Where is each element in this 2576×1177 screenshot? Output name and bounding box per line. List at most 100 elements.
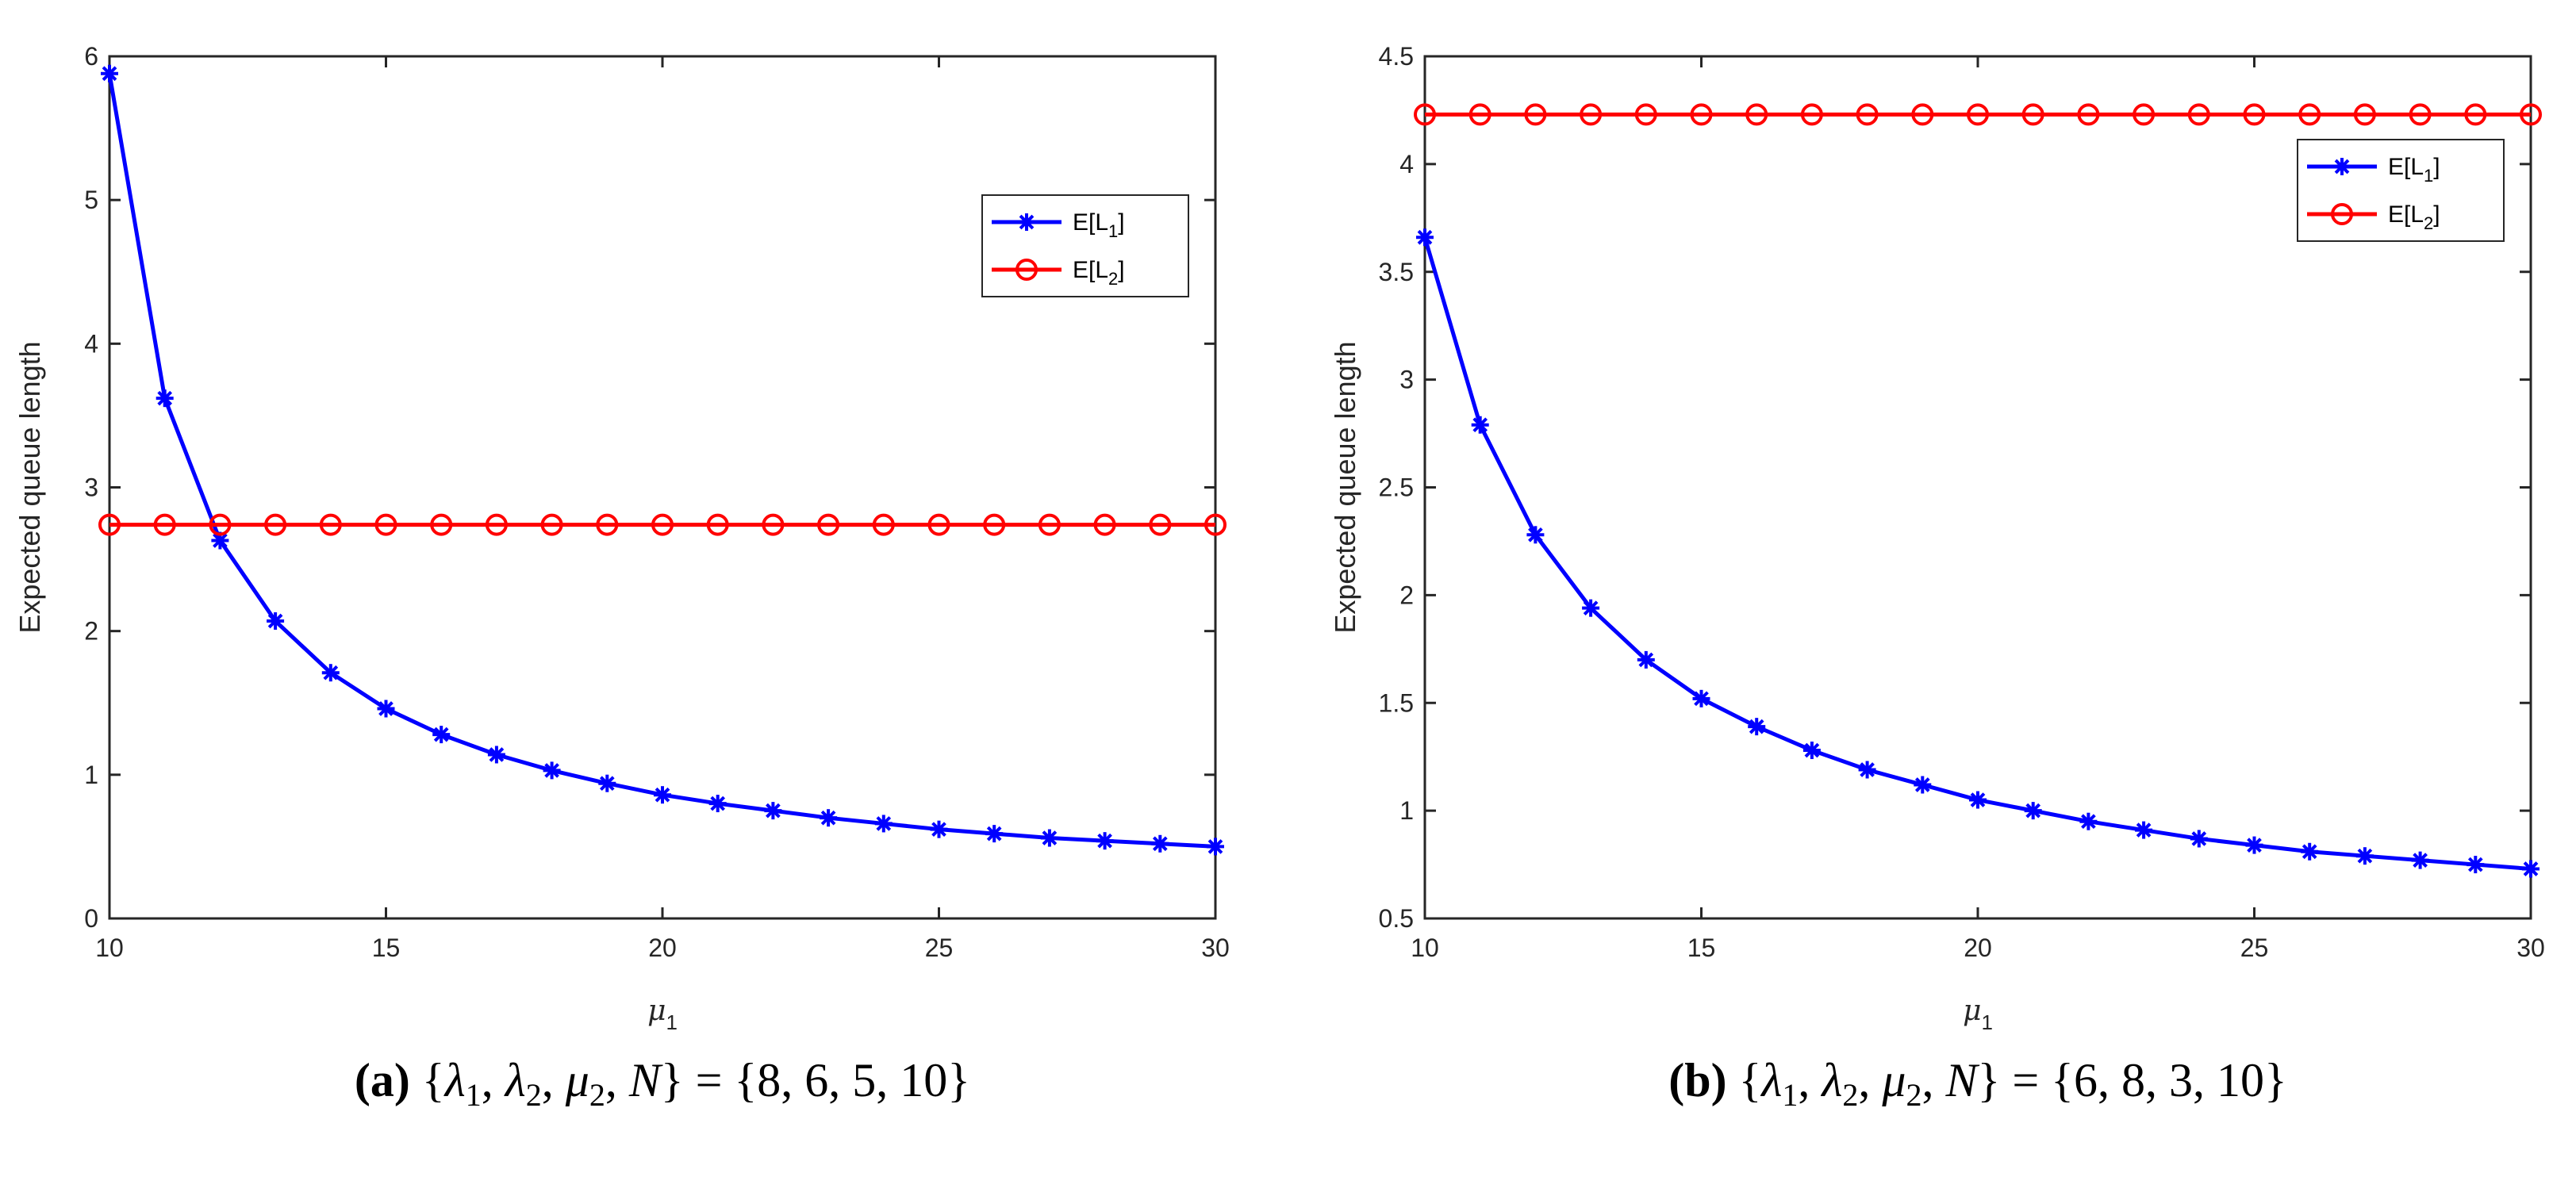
x-tick-label: 25	[2240, 934, 2269, 962]
x-tick-label: 15	[1687, 934, 1716, 962]
data-point	[1969, 791, 1987, 809]
y-tick-label: 1	[84, 761, 98, 789]
x-tick-label: 15	[372, 934, 401, 962]
x-tick-label: 30	[2516, 934, 2545, 962]
y-tick-label: 4.5	[1379, 42, 1414, 71]
data-point	[1690, 103, 1713, 126]
data-point	[651, 513, 674, 536]
data-point	[930, 820, 948, 838]
data-point	[654, 786, 671, 804]
y-tick-label: 2	[1399, 581, 1414, 609]
x-axis-label: μ1	[647, 995, 678, 1034]
y-tick-label: 3	[84, 473, 98, 502]
data-point	[267, 612, 285, 630]
data-point	[762, 513, 785, 536]
data-point	[1471, 416, 1489, 434]
x-axis-label: μ1	[1963, 995, 1993, 1034]
data-point	[485, 513, 508, 536]
x-tick-label: 20	[648, 934, 677, 962]
data-point	[1524, 103, 1547, 126]
y-tick-label: 4	[1399, 150, 1414, 178]
legend-label: E[L2]	[2388, 201, 2440, 233]
y-tick-label: 2	[84, 617, 98, 646]
legend: E[L1] E[L2]	[2297, 139, 2505, 242]
data-point	[211, 531, 229, 550]
series-E[L1]	[101, 64, 1224, 856]
data-point	[983, 513, 1006, 536]
data-point	[2135, 821, 2153, 839]
data-point	[2133, 103, 2156, 126]
data-point	[2245, 836, 2263, 854]
data-point	[543, 761, 561, 780]
data-point	[1468, 103, 1491, 126]
data-point	[2464, 103, 2487, 126]
data-point	[319, 513, 342, 536]
data-point	[2467, 856, 2485, 874]
data-point	[1038, 513, 1061, 536]
data-point	[2021, 103, 2044, 126]
data-point	[153, 513, 176, 536]
data-point	[540, 513, 563, 536]
data-point	[374, 513, 397, 536]
chart-panel-a: 10 15 20 25 30 0 1 2 3 4 5 6 μ1 Expected queue length…	[13, 42, 1230, 1113]
data-point	[1204, 513, 1227, 536]
data-point	[1151, 834, 1169, 853]
x-tick-label: 25	[925, 934, 954, 962]
data-point	[764, 802, 782, 820]
x-tick-label: 20	[1964, 934, 1992, 962]
data-point	[101, 64, 118, 82]
y-tick-label: 1	[1399, 796, 1414, 825]
data-point	[1800, 103, 1823, 126]
legend-box	[2297, 139, 2505, 242]
data-point	[708, 795, 727, 813]
data-point	[985, 825, 1004, 843]
data-point	[1914, 776, 1932, 794]
data-point	[706, 513, 729, 536]
legend-entry: E[L2]	[992, 257, 1125, 289]
data-point	[2520, 103, 2542, 126]
y-tick-label: 3.5	[1379, 258, 1414, 286]
y-tick-label: 1.5	[1379, 688, 1414, 717]
legend: E[L1] E[L2]	[981, 194, 1189, 297]
data-point	[1582, 599, 1600, 617]
data-point	[2353, 103, 2376, 126]
data-point	[874, 815, 893, 833]
data-point	[1967, 103, 1989, 126]
data-point	[1637, 650, 1655, 669]
data-point	[1526, 526, 1545, 544]
data-point	[2079, 812, 2098, 830]
x-tick-label: 10	[1411, 934, 1439, 962]
data-point	[817, 513, 840, 536]
data-point	[1093, 513, 1116, 536]
data-point	[1207, 838, 1224, 856]
data-point	[2298, 103, 2321, 126]
data-point	[1858, 761, 1876, 779]
legend-entry: E[L1]	[992, 209, 1125, 241]
legend-entry: E[L1]	[2307, 154, 2440, 186]
y-tick-label: 3	[1399, 366, 1414, 394]
data-point	[377, 700, 395, 718]
x-tick-label: 30	[1201, 934, 1230, 962]
data-point	[1414, 103, 1436, 126]
data-point	[2522, 860, 2540, 878]
legend-marker	[1018, 213, 1035, 231]
legend-entry: E[L2]	[2307, 201, 2440, 233]
data-point	[1802, 742, 1821, 760]
legend-marker	[2331, 203, 2353, 225]
chart-panel-b: 10 15 20 25 30 0.5 1 1.5 2 2.5 3 3.5 4 4.5 μ1 Expected …	[1329, 42, 2545, 1113]
data-point	[2301, 842, 2319, 861]
y-tick-label: 0.5	[1379, 904, 1414, 933]
y-axis-label: Expected queue length	[13, 341, 46, 633]
data-point	[1634, 103, 1657, 126]
data-point	[321, 664, 340, 682]
data-point	[2243, 103, 2266, 126]
data-point	[2355, 847, 2374, 865]
data-point	[2077, 103, 2100, 126]
y-axis-label: Expected queue length	[1329, 341, 1361, 633]
y-tick-label: 0	[84, 904, 98, 933]
data-point	[872, 513, 895, 536]
legend-marker	[1015, 259, 1038, 281]
legend-label: E[L2]	[1073, 257, 1125, 289]
data-point	[1856, 103, 1879, 126]
